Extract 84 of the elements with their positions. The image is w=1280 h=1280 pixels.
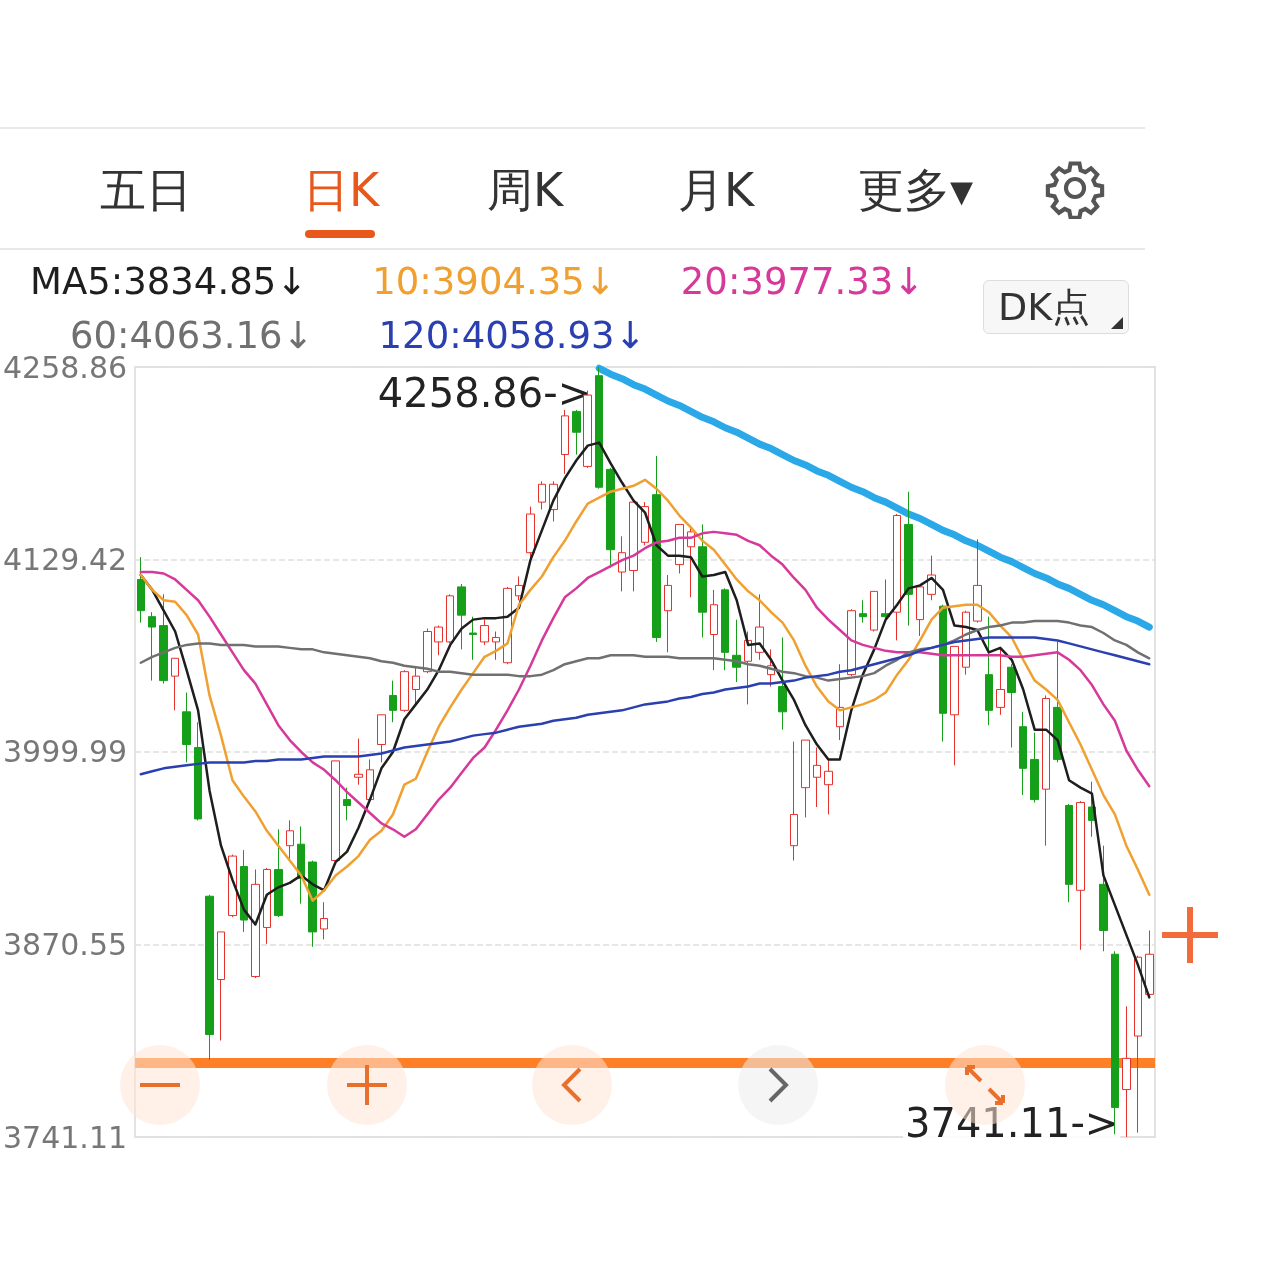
candlestick bbox=[469, 616, 477, 661]
candlestick bbox=[343, 787, 351, 821]
candlestick bbox=[813, 747, 821, 808]
candlestick bbox=[354, 738, 363, 786]
line-series bbox=[139, 530, 1151, 838]
candlestick bbox=[331, 760, 340, 863]
candlestick bbox=[194, 721, 202, 821]
candlestick bbox=[389, 680, 397, 723]
candlestick bbox=[274, 828, 283, 918]
candlestick bbox=[904, 491, 913, 627]
candlestick bbox=[561, 409, 569, 475]
line-series bbox=[139, 619, 1151, 682]
candlestick bbox=[1134, 955, 1142, 1134]
candlestick bbox=[1042, 694, 1050, 847]
candlestick bbox=[1076, 800, 1085, 951]
candlestick bbox=[423, 628, 432, 674]
candlestick bbox=[1030, 732, 1039, 804]
candlestick bbox=[182, 691, 191, 763]
candlestick bbox=[1122, 1005, 1131, 1138]
candlestick bbox=[137, 556, 145, 624]
candlestick bbox=[434, 625, 443, 656]
annotation: 3741.11-> bbox=[904, 1100, 1119, 1146]
candlestick bbox=[446, 593, 454, 644]
candlestick bbox=[1065, 803, 1073, 903]
candlestick bbox=[538, 480, 546, 511]
candlestick bbox=[412, 666, 420, 705]
text: 五日 bbox=[100, 162, 192, 219]
text: 120:4058.93↓ bbox=[378, 314, 646, 357]
text: 日K bbox=[303, 162, 380, 219]
candlestick bbox=[721, 587, 729, 671]
candlestick bbox=[973, 538, 982, 624]
y-tick-label: 3999.99 bbox=[3, 734, 128, 770]
candlestick bbox=[778, 636, 787, 731]
candlestick bbox=[251, 868, 260, 979]
candlestick bbox=[847, 608, 856, 677]
candlestick bbox=[263, 867, 271, 945]
candlestick bbox=[950, 645, 959, 766]
candlestick bbox=[457, 583, 466, 650]
y-tick-label: 3870.55 bbox=[3, 927, 128, 962]
candlestick bbox=[710, 589, 718, 671]
candlestick bbox=[400, 669, 409, 713]
candlestick bbox=[939, 604, 947, 743]
candlestick bbox=[492, 631, 500, 661]
text: 10:3904.35↓ bbox=[372, 260, 616, 303]
line-series bbox=[139, 478, 1151, 902]
text: 更多▾ bbox=[858, 162, 974, 219]
candlestick bbox=[1019, 711, 1027, 796]
candlestick bbox=[801, 739, 810, 818]
candlestick bbox=[1145, 929, 1154, 997]
text: 月K bbox=[678, 162, 755, 219]
candlestick bbox=[240, 849, 248, 933]
text: DK点 bbox=[983, 280, 1129, 334]
candlestick bbox=[664, 574, 672, 653]
candlestick bbox=[629, 500, 638, 592]
candlestick bbox=[790, 741, 798, 862]
text: MA5:3834.85↓ bbox=[30, 260, 308, 303]
candlestick bbox=[148, 611, 156, 682]
text: 20:3977.33↓ bbox=[680, 260, 925, 303]
candlestick bbox=[595, 366, 603, 490]
candlestick bbox=[996, 648, 1005, 716]
candlestick bbox=[1007, 663, 1016, 749]
candlestick bbox=[377, 714, 386, 763]
y-tick-label: 4129.42 bbox=[3, 542, 128, 577]
candlestick bbox=[859, 599, 867, 624]
y-tick-label: 3741.11 bbox=[3, 1119, 128, 1155]
candlestick bbox=[171, 657, 179, 711]
candlestick bbox=[286, 819, 294, 860]
candlestick bbox=[893, 513, 901, 641]
text: 周K bbox=[487, 162, 564, 219]
candlestick bbox=[985, 616, 993, 726]
candlestick bbox=[480, 619, 489, 646]
candlestick bbox=[159, 593, 168, 685]
candlestick bbox=[870, 590, 878, 633]
candlestick bbox=[652, 455, 661, 643]
candlestick bbox=[698, 523, 707, 638]
candlestick bbox=[824, 758, 833, 815]
candlestick bbox=[320, 901, 328, 940]
candlestick bbox=[217, 931, 225, 1041]
candlestick bbox=[1099, 845, 1108, 952]
line-series bbox=[139, 636, 1151, 776]
candlestick bbox=[205, 894, 214, 1061]
candlestick bbox=[916, 584, 924, 637]
candlestick bbox=[572, 409, 581, 456]
annotation: 4258.86-> bbox=[377, 370, 592, 416]
